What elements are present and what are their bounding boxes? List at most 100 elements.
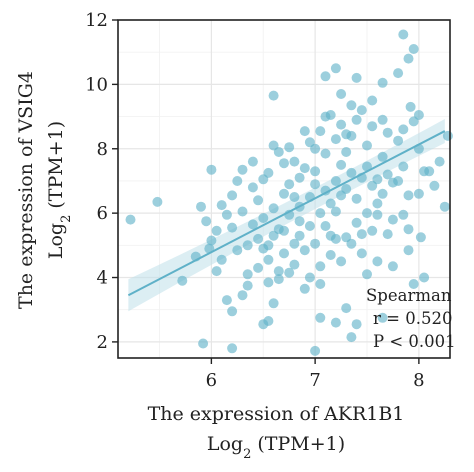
data-point (273, 266, 284, 277)
data-point (336, 89, 347, 99)
data-point (356, 248, 367, 259)
data-point (125, 214, 136, 225)
data-point (221, 295, 232, 306)
data-point (315, 208, 326, 219)
data-point (263, 277, 274, 288)
data-point (258, 174, 269, 185)
data-point (341, 147, 352, 157)
data-point (221, 209, 232, 220)
data-point (320, 221, 331, 231)
data-point (237, 164, 248, 175)
data-point (419, 272, 430, 283)
y-tick-label: 2 (97, 332, 108, 353)
data-point (216, 200, 227, 211)
data-point (237, 206, 248, 217)
y-tick-label: 10 (85, 74, 108, 95)
annotation-line-3: P < 0.001 (373, 332, 456, 351)
data-point (247, 182, 258, 193)
data-point (336, 256, 347, 267)
data-point (211, 266, 222, 277)
data-point (330, 206, 341, 217)
data-point (403, 245, 414, 256)
data-point (351, 217, 362, 228)
data-point (198, 338, 209, 349)
data-point (367, 180, 378, 191)
regression-line (127, 130, 446, 297)
data-point (387, 261, 398, 272)
data-point (242, 280, 253, 291)
data-point (227, 222, 238, 233)
data-point (310, 238, 321, 249)
data-point (330, 63, 341, 74)
data-point (196, 201, 206, 212)
data-point (284, 142, 295, 153)
data-point (247, 219, 258, 230)
data-point (304, 221, 315, 231)
data-point (398, 124, 409, 135)
data-point (294, 230, 305, 241)
data-point (346, 332, 357, 343)
y-tick-label: 4 (97, 268, 108, 289)
data-point (351, 319, 362, 330)
data-point (372, 198, 383, 209)
x-tick-label: 8 (413, 370, 424, 391)
data-point (263, 254, 274, 265)
data-point (325, 198, 336, 209)
data-point (315, 279, 326, 289)
data-point (398, 29, 409, 40)
data-point (310, 143, 321, 154)
data-point (351, 72, 362, 83)
data-point (403, 224, 414, 235)
data-point (398, 209, 409, 220)
data-point (320, 111, 331, 122)
data-point (268, 298, 279, 309)
data-point (232, 176, 243, 186)
data-point (273, 274, 284, 285)
data-point (289, 156, 300, 167)
data-point (310, 179, 321, 190)
data-point (346, 238, 357, 249)
data-point (351, 193, 362, 204)
data-point (315, 261, 326, 272)
data-point (330, 317, 341, 328)
data-point (320, 71, 331, 82)
y-tick-label: 6 (97, 203, 108, 224)
data-point (310, 166, 321, 177)
data-point (330, 134, 341, 145)
data-point (279, 158, 289, 169)
data-point (372, 209, 383, 220)
data-point (227, 190, 238, 201)
data-point (419, 166, 430, 177)
data-point (405, 101, 416, 112)
axis-ticks: 6 7 8 2 4 6 8 10 12 (85, 10, 425, 391)
y-tick-label: 8 (97, 139, 108, 160)
data-point (408, 116, 419, 127)
data-point (367, 225, 378, 236)
data-point (201, 216, 212, 227)
data-point (362, 269, 372, 280)
data-point (315, 126, 326, 137)
data-point (253, 233, 264, 244)
data-point (362, 161, 372, 172)
data-point (268, 140, 279, 151)
y-axis-title-line-1: The expression of VSIG4 (15, 71, 37, 309)
data-point (367, 95, 378, 106)
data-point (294, 172, 305, 183)
data-point (216, 254, 227, 265)
data-point (258, 213, 269, 223)
data-point (362, 140, 372, 151)
data-point (177, 275, 188, 286)
data-point (377, 188, 388, 199)
data-point (382, 229, 393, 240)
data-point (408, 44, 419, 54)
data-point (242, 240, 253, 251)
data-point (284, 267, 295, 278)
data-point (247, 156, 258, 167)
data-point (279, 188, 289, 199)
data-point (403, 190, 414, 201)
data-point (268, 203, 279, 214)
data-point (336, 159, 347, 170)
data-point (362, 208, 372, 219)
data-point (393, 135, 404, 146)
